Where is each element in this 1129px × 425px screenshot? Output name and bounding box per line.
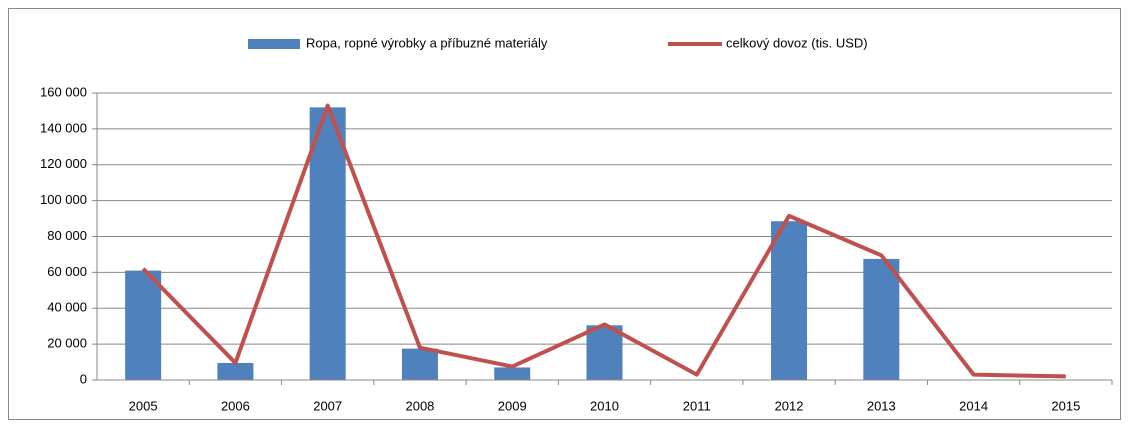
x-tick-label: 2010 <box>590 398 619 413</box>
y-tick-label: 100 000 <box>40 192 87 207</box>
y-tick-label: 40 000 <box>47 300 87 315</box>
y-tick-label: 20 000 <box>47 336 87 351</box>
y-tick-label: 140 000 <box>40 120 87 135</box>
bar <box>494 367 531 380</box>
x-tick-label: 2013 <box>867 398 896 413</box>
chart-border <box>8 8 1121 420</box>
x-tick-label: 2009 <box>498 398 527 413</box>
line <box>141 103 1066 379</box>
y-tick-label: 120 000 <box>40 156 87 171</box>
bar <box>771 221 808 380</box>
x-tick-label: 2012 <box>775 398 804 413</box>
legend-label: celkový dovoz (tis. USD) <box>726 35 868 50</box>
y-tick-label: 0 <box>80 371 87 386</box>
bar <box>401 348 438 380</box>
y-tick-label: 80 000 <box>47 228 87 243</box>
x-tick-label: 2008 <box>405 398 434 413</box>
x-tick-label: 2007 <box>313 398 342 413</box>
x-tick-label: 2014 <box>959 398 988 413</box>
legend-label: Ropa, ropné výrobky a příbuzné materiály <box>306 35 548 50</box>
x-tick-label: 2006 <box>221 398 250 413</box>
bar <box>586 325 623 380</box>
x-tick-label: 2005 <box>129 398 158 413</box>
x-tick-label: 2011 <box>683 398 711 413</box>
legend-swatch <box>248 39 300 49</box>
x-tick-label: 2015 <box>1051 398 1080 413</box>
bar <box>309 107 346 380</box>
bar <box>217 362 254 380</box>
y-tick-label: 160 000 <box>40 84 87 99</box>
bar <box>863 258 900 380</box>
y-tick-label: 60 000 <box>47 264 87 279</box>
bar <box>125 270 162 380</box>
